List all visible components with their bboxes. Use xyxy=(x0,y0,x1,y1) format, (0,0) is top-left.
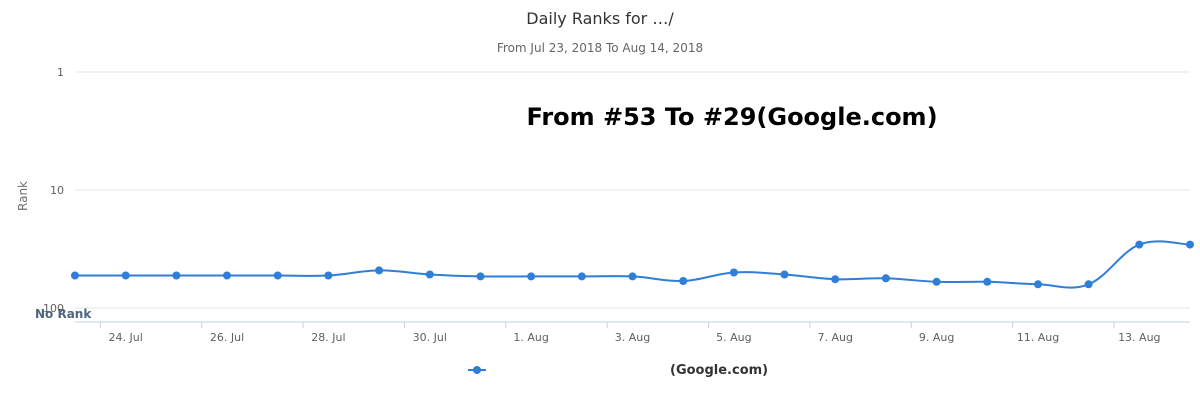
x-tick-label: 3. Aug xyxy=(615,331,650,344)
no-rank-label: No Rank xyxy=(35,307,92,321)
x-tick-label: 11. Aug xyxy=(1017,331,1059,344)
x-tick-label: 7. Aug xyxy=(817,331,852,344)
data-point[interactable] xyxy=(1135,240,1144,249)
data-point[interactable] xyxy=(527,272,536,281)
data-point[interactable] xyxy=(780,270,789,279)
data-point[interactable] xyxy=(1084,280,1093,289)
data-point[interactable] xyxy=(831,275,840,284)
x-tick-label: 28. Jul xyxy=(311,331,345,344)
y-axis-ticks: 1 10 100 xyxy=(43,66,64,315)
data-point[interactable] xyxy=(628,272,637,281)
data-point[interactable] xyxy=(425,270,434,279)
data-point[interactable] xyxy=(273,271,282,280)
data-point[interactable] xyxy=(1186,240,1194,249)
data-point[interactable] xyxy=(679,277,688,285)
data-point[interactable] xyxy=(172,271,181,280)
x-tick-label: 13. Aug xyxy=(1118,331,1160,344)
y-tick-label: 1 xyxy=(57,66,64,79)
x-tick-label: 1. Aug xyxy=(513,331,548,344)
grid-lines xyxy=(75,71,1190,309)
legend-marker-icon xyxy=(473,366,481,374)
chart-subtitle: From Jul 23, 2018 To Aug 14, 2018 xyxy=(497,41,703,55)
data-point[interactable] xyxy=(932,277,941,286)
data-point[interactable] xyxy=(476,272,485,281)
x-tick-label: 5. Aug xyxy=(716,331,751,344)
legend-series-name: (Google.com) xyxy=(670,363,768,378)
y-tick-label: 100 xyxy=(43,302,64,315)
data-point[interactable] xyxy=(1034,280,1042,289)
data-point[interactable] xyxy=(881,274,890,283)
data-point[interactable] xyxy=(223,271,231,280)
y-axis-label: Rank xyxy=(16,181,30,211)
series-layer xyxy=(71,240,1194,289)
legend[interactable]: (Google.com) xyxy=(468,363,768,378)
data-point[interactable] xyxy=(577,272,586,281)
series-line xyxy=(75,240,1191,289)
x-tick-label: 30. Jul xyxy=(413,331,447,344)
data-point[interactable] xyxy=(375,266,384,275)
chart-title: Daily Ranks for …/ xyxy=(526,9,674,28)
x-tick-label: 9. Aug xyxy=(919,331,954,344)
data-point[interactable] xyxy=(71,271,79,280)
data-point[interactable] xyxy=(729,268,738,277)
data-point[interactable] xyxy=(121,271,130,280)
x-axis: 24. Jul 26. Jul 28. Jul 30. Jul 1. Aug 3. Aug… xyxy=(75,321,1190,344)
y-tick-label: 10 xyxy=(50,184,64,197)
data-point[interactable] xyxy=(324,271,333,280)
rank-change-annotation: From #53 To #29(Google.com) xyxy=(526,103,937,131)
x-tick-label: 24. Jul xyxy=(109,331,143,344)
x-tick-label: 26. Jul xyxy=(210,331,244,344)
data-point[interactable] xyxy=(983,277,992,286)
